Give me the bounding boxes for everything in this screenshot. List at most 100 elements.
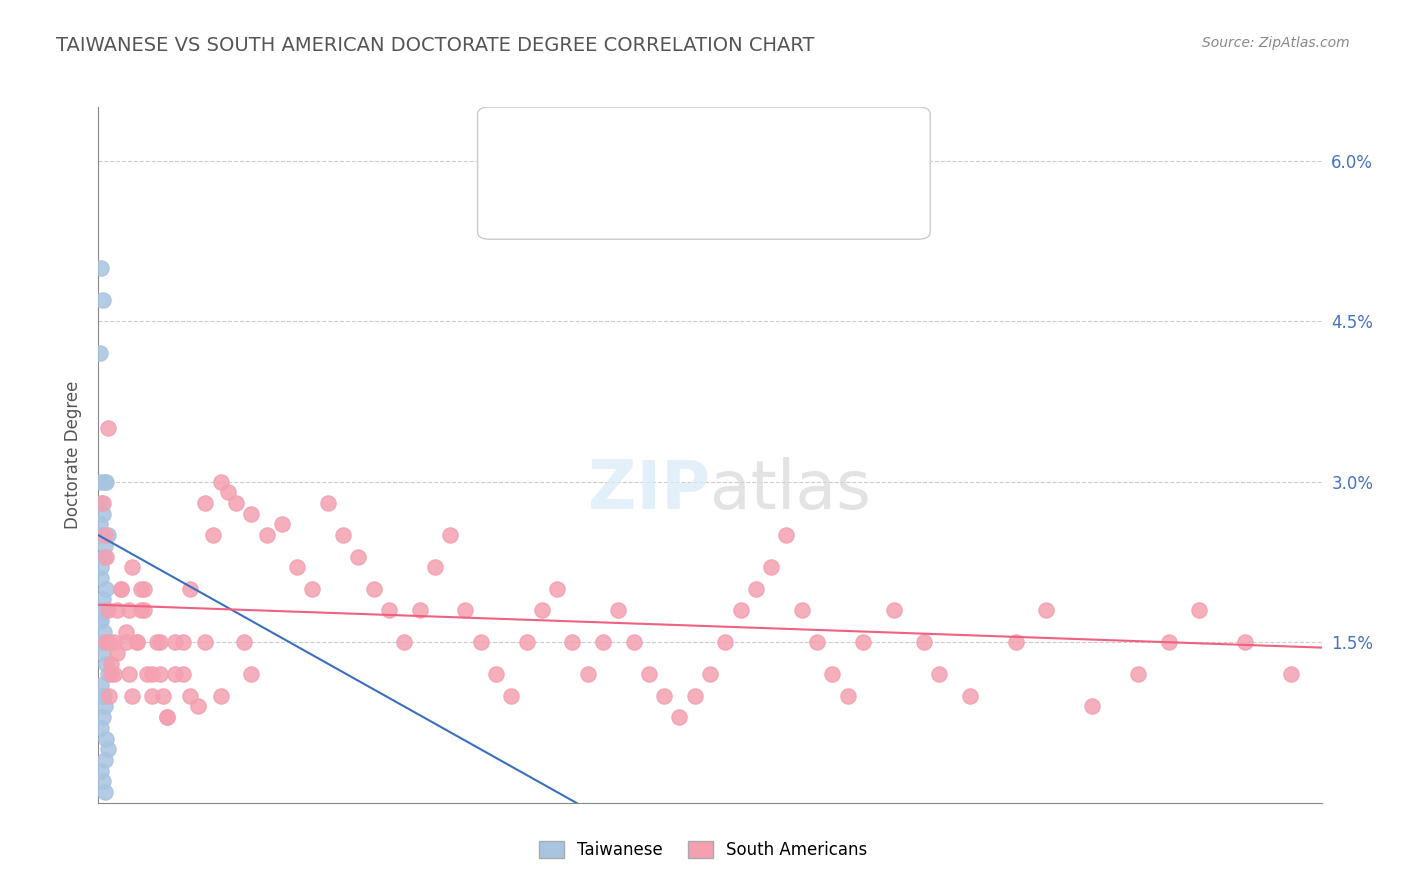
Point [149, 667, 172, 681]
Point [94, 731, 117, 746]
Point [129, 603, 152, 617]
Point [623, 635, 645, 649]
Point [90, 721, 112, 735]
Point [714, 635, 737, 649]
Point [1188, 603, 1211, 617]
Point [347, 549, 370, 564]
Point [94, 582, 117, 596]
Point [270, 517, 294, 532]
Point [90, 678, 112, 692]
Point [378, 603, 401, 617]
Point [103, 667, 125, 681]
Point [423, 560, 446, 574]
Point [115, 635, 138, 649]
Point [90, 764, 112, 778]
Point [97, 603, 120, 617]
Point [163, 667, 186, 681]
Point [806, 635, 828, 649]
Text: Source: ZipAtlas.com: Source: ZipAtlas.com [1202, 36, 1350, 50]
Point [172, 635, 194, 649]
Point [408, 603, 430, 617]
Point [561, 635, 583, 649]
Point [98, 635, 121, 649]
Point [1035, 603, 1057, 617]
Point [530, 603, 553, 617]
Y-axis label: Doctorate Degree: Doctorate Degree [63, 381, 82, 529]
Point [110, 582, 132, 596]
Point [97, 421, 120, 435]
Point [145, 635, 167, 649]
Legend: Taiwanese, South Americans: Taiwanese, South Americans [531, 834, 875, 866]
Point [93, 475, 115, 489]
Point [118, 603, 141, 617]
Point [699, 667, 721, 681]
Point [194, 635, 217, 649]
Point [959, 689, 981, 703]
Point [1004, 635, 1026, 649]
Point [90, 635, 112, 649]
Point [93, 528, 115, 542]
Point [1279, 667, 1302, 681]
Point [93, 549, 115, 564]
Point [94, 603, 117, 617]
Point [1234, 635, 1257, 649]
Point [91, 528, 114, 542]
Point [316, 496, 339, 510]
Point [97, 528, 120, 542]
Point [1081, 699, 1104, 714]
Point [90, 260, 112, 275]
Point [790, 603, 813, 617]
Point [91, 774, 114, 789]
Point [668, 710, 690, 724]
Point [121, 689, 143, 703]
Point [256, 528, 278, 542]
Point [90, 560, 112, 574]
Point [240, 667, 263, 681]
Point [91, 507, 114, 521]
Point [745, 582, 768, 596]
Point [187, 699, 209, 714]
Point [852, 635, 875, 649]
Point [93, 635, 115, 649]
Point [134, 603, 156, 617]
Point [105, 603, 128, 617]
Point [454, 603, 477, 617]
Point [91, 603, 114, 617]
Point [125, 635, 148, 649]
Point [285, 560, 308, 574]
Point [91, 293, 114, 307]
Point [837, 689, 859, 703]
Point [156, 710, 179, 724]
Point [217, 485, 239, 500]
Text: atlas: atlas [710, 457, 870, 523]
Point [470, 635, 492, 649]
Point [121, 560, 143, 574]
Point [100, 657, 122, 671]
Point [93, 539, 115, 553]
Point [775, 528, 797, 542]
Point [912, 635, 935, 649]
Point [152, 689, 174, 703]
Point [110, 582, 132, 596]
Point [179, 582, 201, 596]
Point [392, 635, 416, 649]
Point [332, 528, 354, 542]
Point [90, 496, 112, 510]
Point [94, 635, 117, 649]
Point [141, 689, 163, 703]
Point [730, 603, 752, 617]
Point [485, 667, 508, 681]
Point [94, 657, 117, 671]
Point [97, 667, 120, 681]
Point [98, 689, 121, 703]
Point [209, 689, 232, 703]
Point [91, 646, 114, 660]
Point [301, 582, 323, 596]
FancyBboxPatch shape [478, 107, 931, 239]
Point [172, 667, 194, 681]
Point [89, 614, 111, 628]
Point [134, 582, 156, 596]
Point [683, 689, 706, 703]
Point [93, 689, 115, 703]
Point [546, 582, 568, 596]
